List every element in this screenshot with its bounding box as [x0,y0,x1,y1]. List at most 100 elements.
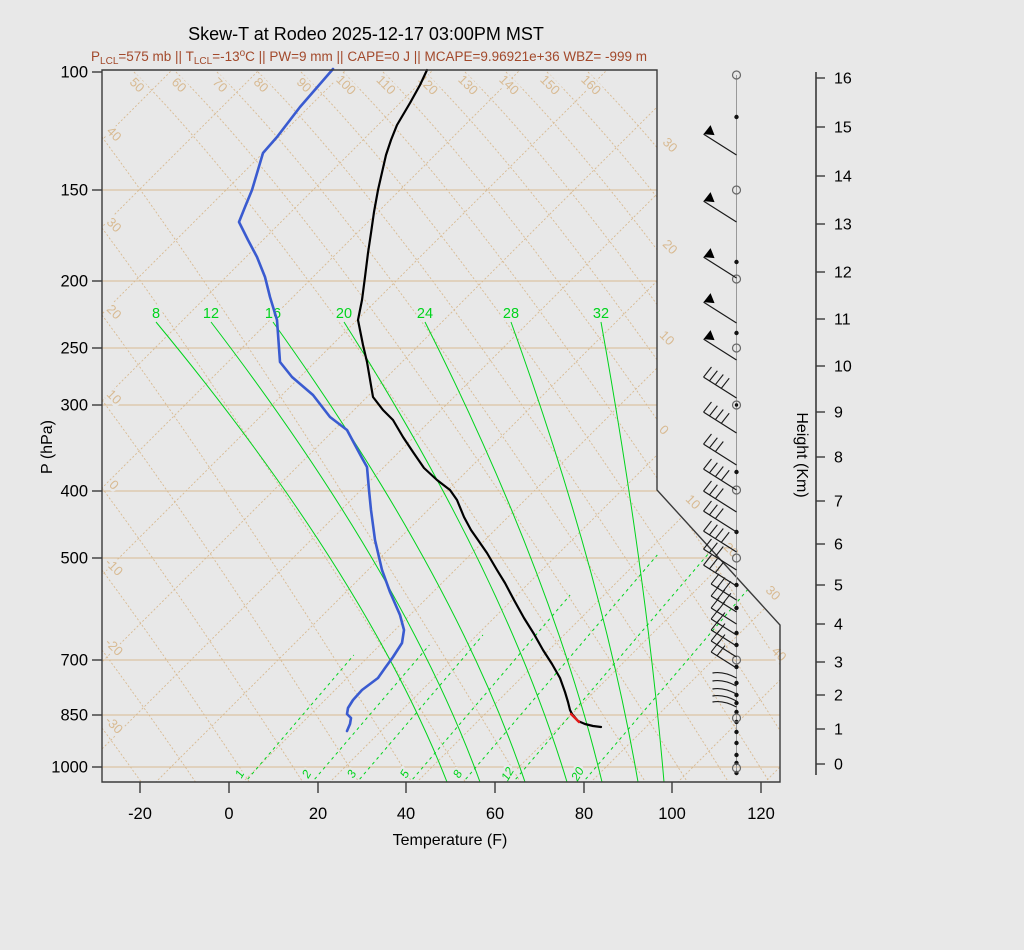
dry-adiabat-label-top: 80 [251,74,272,95]
edge-label-right: 30 [660,134,681,155]
height-tick-label: 14 [834,169,852,186]
sounding-level-dot [734,114,739,120]
sounding-level-dot [734,752,739,758]
temperature-curve [356,68,603,729]
isotherm-line [102,70,780,782]
isotherm-label-left: 30 [104,214,125,235]
wind-barb-shaft [703,548,737,571]
chart-title: Skew-T at Rodeo 2025-12-17 03:00PM MST [188,24,544,44]
wind-barb-shaft [703,338,737,361]
wind-barb-shaft [710,595,737,613]
wind-barb-shaft [710,618,737,636]
wind-barb-hook [712,694,737,702]
wind-barb-shaft [710,651,737,669]
wind-barb-tick [709,558,718,570]
isotherm-label-left: 20 [104,301,125,322]
height-tick-label: 5 [834,578,843,595]
wind-barb-tick [710,597,720,609]
height-tick-label: 1 [834,722,843,739]
edge-label-diagonal: 30 [763,582,784,603]
wind-barb-pennant [703,248,715,259]
sounding-level-dot [734,680,739,686]
mixing-ratio-line [452,554,658,782]
wind-barb-shaft [703,443,737,466]
wind-barb-tick [703,366,712,378]
sounding-level-circle [731,553,742,563]
edge-label-diagonal: 40 [769,643,790,664]
wind-barb-shaft [703,200,737,223]
wind-barb-tick [703,458,712,470]
temperature-axis-title: Temperature (F) [393,832,508,849]
dry-adiabat-line [102,314,643,782]
pressure-tick-label: 500 [60,550,88,568]
pressure-tick-label: 400 [60,483,88,501]
moist-adiabat-label: 24 [417,306,433,322]
wind-barb-tick [716,645,726,657]
wind-barb-hook [712,671,737,679]
sounding-level-circle [731,400,742,410]
wind-barb-tick [703,538,712,550]
wind-barb-tick [714,466,724,477]
height-tick-label: 8 [834,450,843,467]
moist-adiabat-line [272,321,526,782]
height-tick-label: 6 [834,537,843,554]
height-tick-label: 3 [834,655,843,672]
dry-adiabat-label-top: 60 [169,74,190,95]
wind-barb-pennant [703,330,715,341]
wind-barb-tick [703,554,712,566]
height-tick-label: 12 [834,265,852,282]
wind-barb-shaft [703,256,737,279]
dry-adiabat-line [216,71,778,782]
wind-barb-tick [714,562,724,573]
sounding-level-dot [734,259,739,265]
parcel-red-segment [569,712,581,724]
temperature-tick-label: 120 [747,805,775,823]
dry-adiabat-line [133,71,695,782]
moist-adiabat-line [155,321,448,782]
dry-adiabat-line [175,71,737,782]
chart-subtitle: PLCL=575 mb || TLCL=-13oC || PW=9 mm || … [91,48,647,67]
wind-barb-tick [710,585,720,597]
temperature-tick-label: -20 [128,805,152,823]
pressure-tick-label: 1000 [51,759,88,777]
wind-barb-shaft [703,564,737,587]
isotherm-line [102,70,534,782]
wind-barb-shaft [703,468,737,491]
sounding-level-circle [731,70,742,80]
mixing-ratio-label: 1 [232,768,247,781]
sounding-level-dot [734,664,739,670]
edge-label-right: 0 [656,422,672,438]
isotherm-line [249,70,780,782]
wind-barb-tick [709,504,718,516]
pressure-tick-label: 200 [60,273,88,291]
height-tick-label: 2 [834,688,843,705]
sounding-level-dot [734,740,739,746]
wind-barb-tick [709,542,718,554]
height-axis-title: Height (Km) [793,412,810,497]
dry-adiabat-line [300,71,780,782]
dry-adiabat-label-top: 160 [578,72,604,98]
wind-barb-tick [709,484,718,496]
wind-barb-tick [710,641,720,653]
pressure-tick-label: 250 [60,340,88,358]
moist-adiabat-label: 20 [336,306,352,322]
wind-barb-tick [714,508,724,519]
moist-adiabat-line [424,321,603,782]
wind-barb-tick [709,405,718,417]
wind-barb-shaft [710,607,737,625]
wind-barb-tick [710,608,720,620]
wind-barb-tick [703,520,712,532]
wind-barb-pennant [703,192,715,203]
sounding-level-dot [734,605,739,611]
isotherm-label-left: -20 [102,635,126,659]
height-tick-label: 11 [834,312,851,329]
sounding-curves [237,67,603,733]
height-tick-label: 13 [834,217,852,234]
dry-adiabat-label-top: 50 [127,74,148,95]
wind-barb-tick [714,374,724,385]
dry-adiabat-label-top: 70 [210,74,231,95]
